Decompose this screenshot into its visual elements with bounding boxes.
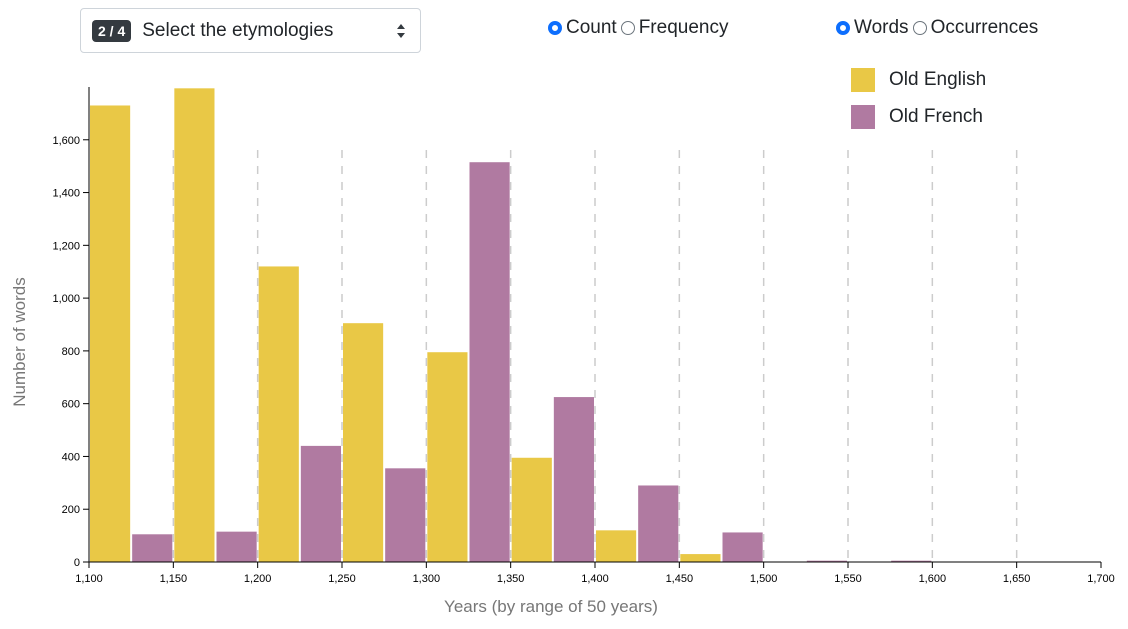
y-tick-label: 0: [74, 557, 80, 569]
occurrences-radio[interactable]: [912, 21, 927, 35]
bars-layer: [90, 88, 932, 563]
x-tick-label: 1,100: [75, 573, 103, 585]
sort-caret-icon: [397, 24, 405, 38]
occurrences-label: Occurrences: [930, 17, 1039, 38]
bar-old-french[interactable]: [891, 560, 932, 562]
y-tick-label: 1,000: [52, 293, 80, 305]
mode-radio-group: Count Frequency: [548, 17, 732, 39]
bar-old-english[interactable]: [258, 266, 299, 562]
y-axis-title: Number of words: [10, 277, 29, 406]
frequency-label: Frequency: [638, 17, 729, 38]
x-axis-title: Years (by range of 50 years): [444, 597, 658, 616]
y-tick-label: 1,400: [52, 188, 80, 200]
bar-old-english[interactable]: [596, 530, 637, 562]
x-tick-label: 1,400: [581, 573, 609, 585]
grid-lines: [172, 150, 1018, 562]
count-label: Count: [566, 17, 617, 38]
bar-old-english[interactable]: [174, 88, 215, 562]
frequency-radio[interactable]: [620, 21, 635, 35]
etymology-select-label: Select the etymologies: [142, 19, 334, 41]
legend-item-old-english[interactable]: Old English: [851, 61, 986, 98]
selection-count-badge: 2 / 4: [92, 19, 132, 42]
bar-old-french[interactable]: [553, 397, 594, 562]
words-option[interactable]: Words: [836, 17, 909, 39]
y-tick-label: 800: [62, 346, 80, 358]
y-tick-label: 1,200: [52, 240, 80, 252]
bar-old-english[interactable]: [511, 457, 552, 562]
x-tick-label: 1,150: [160, 573, 188, 585]
bar-old-english[interactable]: [90, 105, 131, 562]
etymology-select[interactable]: 2 / 4 Select the etymologies: [80, 8, 421, 53]
x-tick-label: 1,650: [1003, 573, 1031, 585]
bar-old-french[interactable]: [722, 532, 763, 562]
x-tick-label: 1,500: [750, 573, 778, 585]
count-radio[interactable]: [548, 21, 562, 35]
x-tick-label: 1,300: [413, 573, 441, 585]
x-tick-label: 1,550: [834, 573, 862, 585]
x-tick-label: 1,200: [244, 573, 272, 585]
bar-old-french[interactable]: [300, 445, 341, 562]
y-tick-label: 600: [62, 399, 80, 411]
legend-item-old-french[interactable]: Old French: [851, 98, 986, 135]
x-tick-label: 1,700: [1087, 573, 1115, 585]
bar-old-french[interactable]: [132, 534, 173, 562]
frequency-option[interactable]: Frequency: [620, 17, 729, 39]
words-label: Words: [854, 17, 909, 38]
bar-old-french[interactable]: [469, 162, 510, 563]
old-english-label: Old English: [889, 68, 987, 90]
bar-old-english[interactable]: [427, 352, 468, 562]
bar-old-english[interactable]: [343, 323, 384, 562]
count-option[interactable]: Count: [548, 17, 617, 39]
old-english-swatch: [851, 67, 875, 92]
bar-old-french[interactable]: [806, 560, 847, 562]
bar-old-french[interactable]: [385, 468, 426, 562]
x-tick-label: 1,350: [497, 573, 525, 585]
x-tick-label: 1,450: [666, 573, 694, 585]
bar-old-french[interactable]: [216, 531, 257, 562]
bar-old-french[interactable]: [638, 485, 679, 562]
y-tick-label: 200: [62, 504, 80, 516]
unit-radio-group: Words Occurrences: [836, 17, 1042, 39]
x-tick-label: 1,600: [919, 573, 947, 585]
y-tick-label: 1,600: [52, 135, 80, 147]
x-tick-label: 1,250: [328, 573, 356, 585]
occurrences-option[interactable]: Occurrences: [912, 17, 1039, 39]
y-tick-label: 400: [62, 451, 80, 463]
chart-legend: Old English Old French: [851, 61, 986, 135]
bar-old-english[interactable]: [680, 554, 721, 562]
old-french-label: Old French: [889, 105, 983, 127]
axes-layer: 0 200 400 600 800 1,000 1,200 1,400 1,600 1,100 1,…: [52, 87, 1115, 585]
old-french-swatch: [851, 104, 875, 129]
words-radio[interactable]: [836, 21, 850, 35]
